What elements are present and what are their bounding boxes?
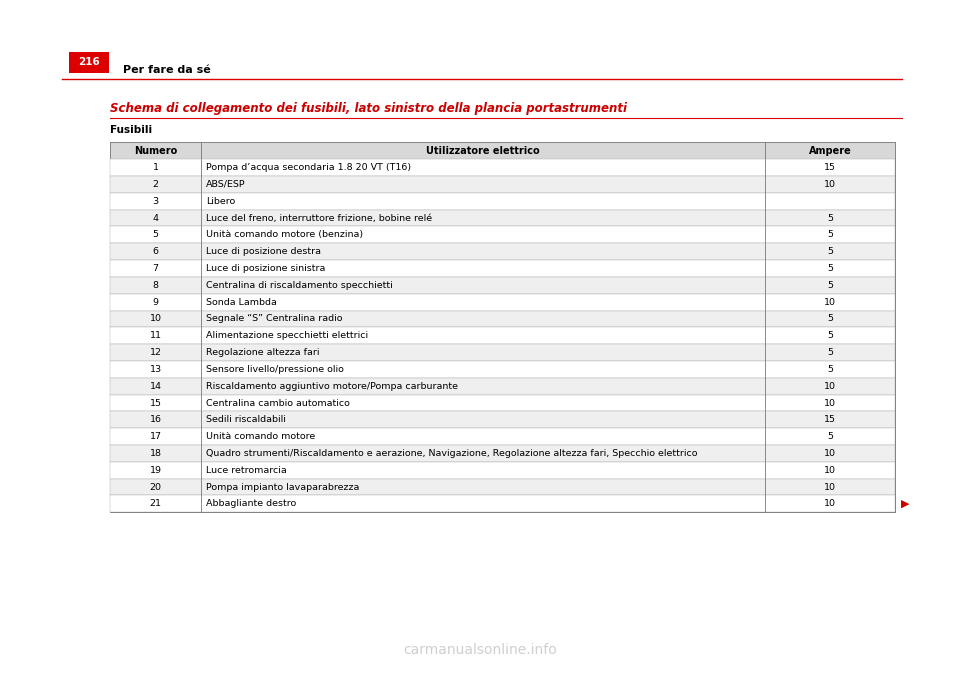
- Text: 5: 5: [827, 365, 833, 374]
- Text: Ampere: Ampere: [808, 146, 852, 156]
- Text: Unità comando motore (benzina): Unità comando motore (benzina): [206, 231, 364, 239]
- Text: 11: 11: [150, 332, 161, 340]
- Text: 2: 2: [153, 180, 158, 189]
- Text: 13: 13: [150, 365, 161, 374]
- Text: 10: 10: [824, 399, 836, 407]
- Text: 5: 5: [153, 231, 158, 239]
- Text: 7: 7: [153, 264, 158, 273]
- Text: Riscaldamento aggiuntivo motore/Pompa carburante: Riscaldamento aggiuntivo motore/Pompa ca…: [206, 382, 458, 391]
- Text: 216: 216: [79, 58, 100, 67]
- Text: 8: 8: [153, 281, 158, 290]
- Text: 5: 5: [827, 281, 833, 290]
- Text: 5: 5: [827, 214, 833, 222]
- Text: 10: 10: [824, 180, 836, 189]
- Text: 15: 15: [824, 163, 836, 172]
- Text: Centralina di riscaldamento specchietti: Centralina di riscaldamento specchietti: [206, 281, 393, 290]
- Text: Pompa impianto lavaparabrezza: Pompa impianto lavaparabrezza: [206, 483, 360, 492]
- Text: Luce retromarcia: Luce retromarcia: [206, 466, 287, 475]
- Text: 14: 14: [150, 382, 161, 391]
- Text: Abbagliante destro: Abbagliante destro: [206, 500, 297, 508]
- Text: 5: 5: [827, 315, 833, 323]
- Text: Quadro strumenti/Riscaldamento e aerazione, Navigazione, Regolazione altezza far: Quadro strumenti/Riscaldamento e aerazio…: [206, 449, 698, 458]
- Text: Luce del freno, interruttore frizione, bobine relé: Luce del freno, interruttore frizione, b…: [206, 214, 433, 222]
- Text: Sedili riscaldabili: Sedili riscaldabili: [206, 416, 286, 424]
- Text: 10: 10: [824, 500, 836, 508]
- Text: Numero: Numero: [133, 146, 178, 156]
- Text: Segnale “S” Centralina radio: Segnale “S” Centralina radio: [206, 315, 343, 323]
- Text: 17: 17: [150, 432, 161, 441]
- Text: 5: 5: [827, 432, 833, 441]
- Text: Unità comando motore: Unità comando motore: [206, 432, 316, 441]
- Text: 5: 5: [827, 348, 833, 357]
- Text: 5: 5: [827, 332, 833, 340]
- Text: Sensore livello/pressione olio: Sensore livello/pressione olio: [206, 365, 345, 374]
- Text: 1: 1: [153, 163, 158, 172]
- Text: Centralina cambio automatico: Centralina cambio automatico: [206, 399, 350, 407]
- Text: 3: 3: [153, 197, 158, 205]
- Text: 10: 10: [824, 382, 836, 391]
- Text: Libero: Libero: [206, 197, 235, 205]
- Text: Schema di collegamento dei fusibili, lato sinistro della plancia portastrumenti: Schema di collegamento dei fusibili, lat…: [110, 102, 628, 115]
- Text: 15: 15: [824, 416, 836, 424]
- Text: Pompa d’acqua secondaria 1.8 20 VT (T16): Pompa d’acqua secondaria 1.8 20 VT (T16): [206, 163, 412, 172]
- Text: 21: 21: [150, 500, 161, 508]
- Text: 5: 5: [827, 264, 833, 273]
- Text: 12: 12: [150, 348, 161, 357]
- Text: 10: 10: [824, 298, 836, 306]
- Text: 18: 18: [150, 449, 161, 458]
- Text: 16: 16: [150, 416, 161, 424]
- Text: 15: 15: [150, 399, 161, 407]
- Text: 5: 5: [827, 247, 833, 256]
- Text: 6: 6: [153, 247, 158, 256]
- Text: Per fare da sé: Per fare da sé: [123, 65, 210, 75]
- Text: ▶: ▶: [900, 499, 909, 509]
- Text: 19: 19: [150, 466, 161, 475]
- Text: Regolazione altezza fari: Regolazione altezza fari: [206, 348, 320, 357]
- Text: carmanualsonline.info: carmanualsonline.info: [403, 643, 557, 656]
- Text: Fusibili: Fusibili: [110, 125, 153, 135]
- Text: 20: 20: [150, 483, 161, 492]
- Text: Luce di posizione sinistra: Luce di posizione sinistra: [206, 264, 325, 273]
- Text: 4: 4: [153, 214, 158, 222]
- Text: ABS/ESP: ABS/ESP: [206, 180, 246, 189]
- Text: Alimentazione specchietti elettrici: Alimentazione specchietti elettrici: [206, 332, 369, 340]
- Text: 10: 10: [824, 466, 836, 475]
- Text: Luce di posizione destra: Luce di posizione destra: [206, 247, 322, 256]
- Text: 10: 10: [150, 315, 161, 323]
- Text: 10: 10: [824, 449, 836, 458]
- Text: 5: 5: [827, 231, 833, 239]
- Text: Sonda Lambda: Sonda Lambda: [206, 298, 277, 306]
- Text: Utilizzatore elettrico: Utilizzatore elettrico: [426, 146, 540, 156]
- Text: 10: 10: [824, 483, 836, 492]
- Text: 9: 9: [153, 298, 158, 306]
